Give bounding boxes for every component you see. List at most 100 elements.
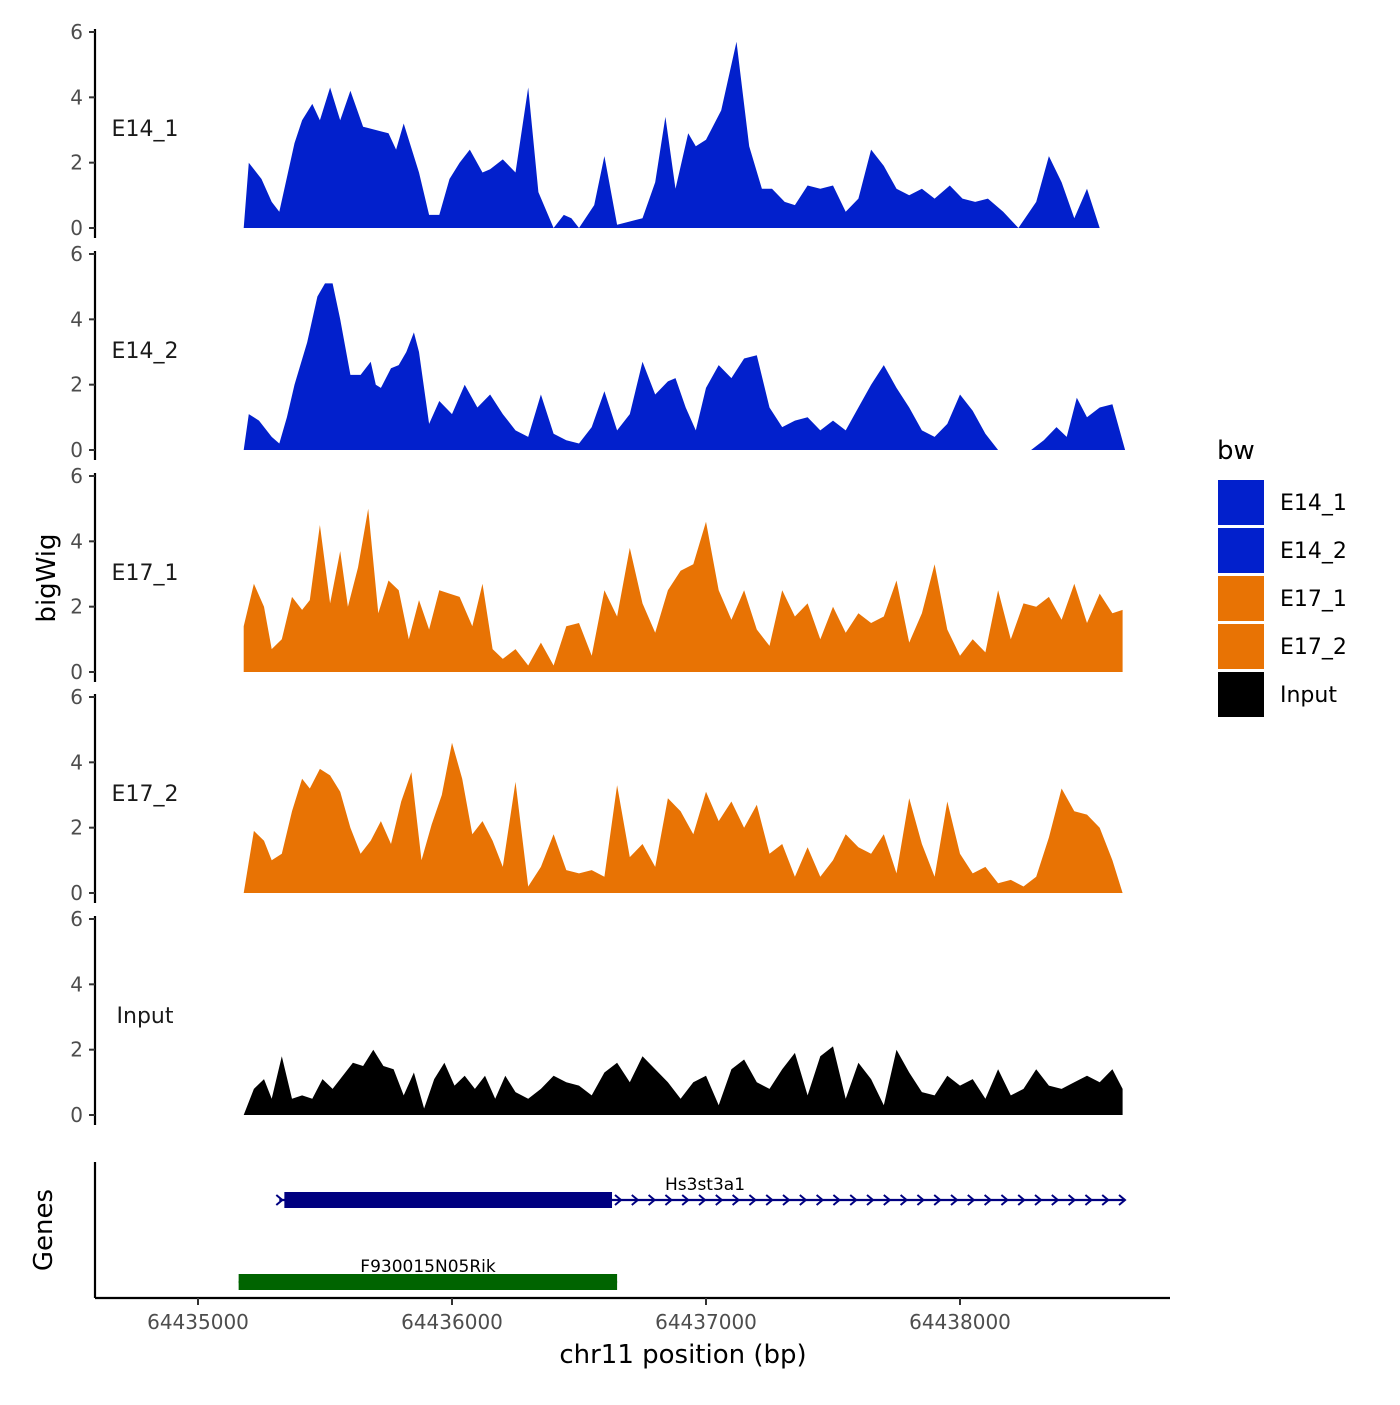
strand-chevron bbox=[698, 1194, 707, 1206]
y-tick-label: 6 bbox=[70, 685, 83, 709]
y-axis-title: bigWig bbox=[32, 533, 62, 622]
legend-swatch bbox=[1218, 480, 1264, 525]
x-tick-label: 64435000 bbox=[147, 1310, 249, 1334]
legend: bw E14_1 E14_2 E17_1 E17_2 Input bbox=[1217, 436, 1347, 717]
x-tick-label: 64436000 bbox=[401, 1310, 503, 1334]
strand-chevron bbox=[1051, 1194, 1060, 1206]
y-tick-label: 0 bbox=[70, 1103, 83, 1127]
strand-chevron bbox=[631, 1194, 640, 1206]
y-tick-label: 6 bbox=[70, 242, 83, 266]
gene-F930015N05Rik: F930015N05Rik bbox=[238, 1257, 618, 1290]
legend-item-E17_2: E17_2 bbox=[1218, 624, 1347, 669]
x-axis: 64435000 64436000 64437000 64438000 bbox=[95, 1296, 1170, 1334]
strand-chevron bbox=[799, 1194, 808, 1206]
strand-chevron bbox=[664, 1194, 673, 1206]
strand-chevron bbox=[933, 1194, 942, 1206]
strand-chevron bbox=[832, 1194, 841, 1206]
strand-chevron bbox=[950, 1194, 959, 1206]
legend-item-Input: Input bbox=[1218, 672, 1337, 717]
strand-chevron bbox=[849, 1194, 858, 1206]
y-tick-label: 4 bbox=[70, 972, 83, 996]
track-label-E17_2: E17_2 bbox=[112, 782, 179, 807]
coverage-area-E14_2 bbox=[243, 283, 1126, 450]
legend-item-E17_1: E17_1 bbox=[1218, 576, 1347, 621]
strand-chevron bbox=[1034, 1194, 1043, 1206]
y-tick-label: 2 bbox=[70, 151, 83, 175]
legend-label: E17_1 bbox=[1280, 587, 1347, 612]
gene-exon-block bbox=[284, 1192, 613, 1208]
tracks-layer: 0 2 4 6 E14_1 0 2 4 6 E14_2 0 2 4 6 E17_1 0 2 4 6 E17_2 0 2 4 6… bbox=[70, 20, 1126, 1127]
coverage-area-Input bbox=[243, 1046, 1123, 1115]
strand-chevron bbox=[731, 1194, 741, 1206]
strand-chevron bbox=[866, 1194, 875, 1206]
gene-exon-block bbox=[238, 1274, 618, 1290]
coverage-area-E17_2 bbox=[243, 742, 1123, 893]
legend-label: E14_2 bbox=[1280, 539, 1347, 564]
track-E17_1: 0 2 4 6 E17_1 bbox=[70, 464, 1123, 684]
legend-swatch bbox=[1218, 528, 1264, 573]
gene-label: Hs3st3a1 bbox=[665, 1175, 745, 1195]
track-E14_1: 0 2 4 6 E14_1 bbox=[70, 20, 1126, 240]
strand-chevron bbox=[1067, 1194, 1077, 1206]
y-tick-label: 4 bbox=[70, 85, 83, 109]
strand-chevron bbox=[765, 1194, 774, 1206]
y-tick-label: 4 bbox=[70, 529, 83, 553]
strand-chevron bbox=[967, 1194, 976, 1206]
coverage-area-E17_1 bbox=[243, 508, 1123, 672]
genes-panel-title: Genes bbox=[29, 1189, 59, 1271]
y-tick-label: 2 bbox=[70, 595, 83, 619]
legend-swatch bbox=[1218, 672, 1264, 717]
strand-chevron bbox=[1101, 1194, 1110, 1206]
legend-item-E14_2: E14_2 bbox=[1218, 528, 1347, 573]
track-Input: 0 2 4 6 Input bbox=[70, 907, 1123, 1127]
strand-chevron bbox=[681, 1194, 690, 1206]
legend-swatch bbox=[1218, 624, 1264, 669]
legend-label: E17_2 bbox=[1280, 635, 1347, 660]
strand-chevron bbox=[1084, 1194, 1093, 1206]
track-E17_2: 0 2 4 6 E17_2 bbox=[70, 685, 1123, 905]
coverage-area-E14_1 bbox=[243, 41, 1126, 228]
x-tick-label: 64437000 bbox=[655, 1310, 757, 1334]
strand-chevron bbox=[647, 1194, 657, 1206]
y-tick-label: 0 bbox=[70, 881, 83, 905]
legend-label: Input bbox=[1280, 683, 1337, 708]
x-axis-title: chr11 position (bp) bbox=[559, 1340, 806, 1370]
track-E14_2: 0 2 4 6 E14_2 bbox=[70, 242, 1126, 462]
x-tick-label: 64438000 bbox=[909, 1310, 1011, 1334]
strand-chevron bbox=[883, 1194, 892, 1206]
y-tick-label: 0 bbox=[70, 660, 83, 684]
strand-chevron bbox=[983, 1194, 993, 1206]
strand-chevron bbox=[916, 1194, 925, 1206]
y-tick-label: 2 bbox=[70, 816, 83, 840]
genes-layer: Hs3st3a1 F930015N05Rik bbox=[93, 1162, 1127, 1298]
y-tick-label: 2 bbox=[70, 1038, 83, 1062]
strand-chevron bbox=[748, 1194, 757, 1206]
track-label-Input: Input bbox=[117, 1004, 174, 1029]
y-tick-label: 4 bbox=[70, 307, 83, 331]
y-tick-label: 4 bbox=[70, 750, 83, 774]
strand-chevron bbox=[1017, 1194, 1026, 1206]
legend-swatch bbox=[1218, 576, 1264, 621]
y-tick-label: 0 bbox=[70, 438, 83, 462]
y-tick-label: 6 bbox=[70, 20, 83, 44]
legend-item-E14_1: E14_1 bbox=[1218, 480, 1347, 525]
y-tick-label: 0 bbox=[70, 216, 83, 240]
strand-chevron bbox=[899, 1194, 909, 1206]
legend-label: E14_1 bbox=[1280, 491, 1347, 516]
legend-title: bw bbox=[1217, 436, 1255, 466]
track-label-E17_1: E17_1 bbox=[112, 561, 179, 586]
strand-chevron bbox=[782, 1194, 791, 1206]
y-tick-label: 2 bbox=[70, 373, 83, 397]
y-tick-label: 6 bbox=[70, 907, 83, 931]
strand-chevron bbox=[614, 1194, 623, 1206]
gene-Hs3st3a1: Hs3st3a1 bbox=[275, 1175, 1127, 1208]
strand-chevron bbox=[1118, 1194, 1127, 1206]
track-label-E14_1: E14_1 bbox=[112, 117, 179, 142]
gene-label: F930015N05Rik bbox=[360, 1257, 496, 1277]
track-label-E14_2: E14_2 bbox=[112, 339, 179, 364]
strand-chevron bbox=[1000, 1194, 1009, 1206]
strand-chevron bbox=[715, 1194, 724, 1206]
strand-chevron bbox=[275, 1194, 284, 1206]
